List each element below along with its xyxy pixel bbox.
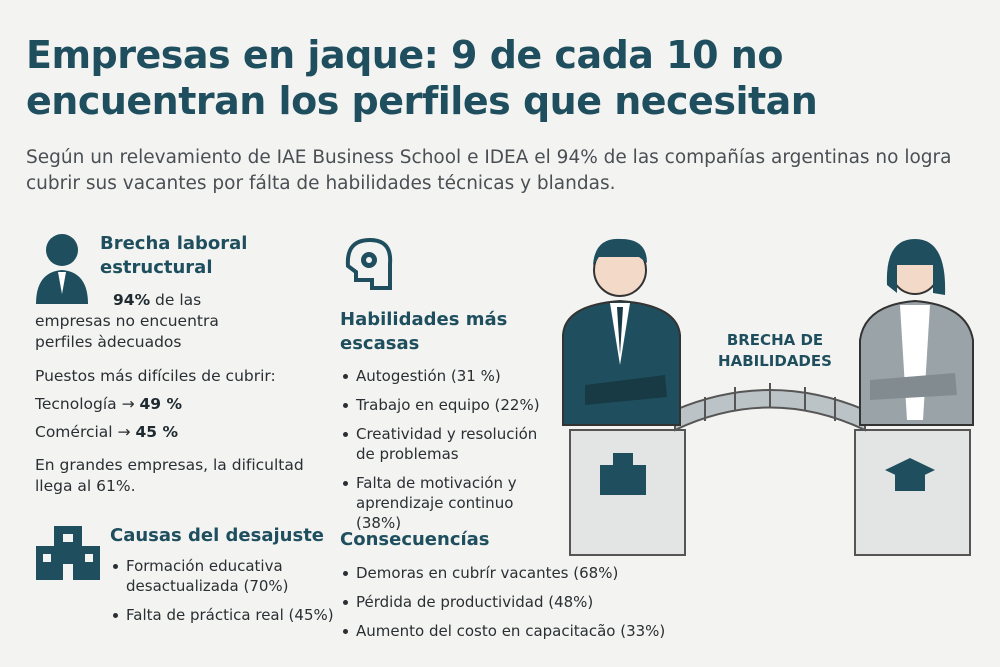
- consequence-item-text: Aumento del costo en capacitacão (33%): [356, 622, 666, 640]
- role-arrow: →: [121, 395, 135, 413]
- brain-icon: [345, 237, 393, 290]
- school-icon: [36, 526, 100, 580]
- bullet: [113, 564, 118, 569]
- bullet: [343, 629, 348, 634]
- person-icon: [36, 234, 88, 304]
- consequence-item: Aumento del costo en capacitacão (33%): [340, 621, 680, 641]
- cause-item-text: Falta de práctica real (45%): [126, 606, 334, 624]
- bullet: [113, 613, 118, 618]
- subtitle: Según un relevamiento de IAE Business Sc…: [26, 147, 952, 194]
- skills-list: Autogestión (31 %) Trabajo en equipo (22%…: [340, 366, 560, 542]
- skill-item-text: Trabajo en equipo (22%): [356, 396, 540, 414]
- skill-item: Falta de motivación y aprendizaje contin…: [340, 473, 560, 533]
- gap-stat: 94% de las empresas no encuentra perfile…: [35, 290, 250, 353]
- roles: Tecnología → 49 % Comércial → 45 %: [35, 394, 182, 450]
- bullet: [343, 432, 348, 437]
- skill-item: Trabajo en equipo (22%): [340, 395, 560, 415]
- skill-item-text: Autogestión (31 %): [356, 367, 501, 385]
- consequence-item-text: Pérdida de productividad (48%): [356, 593, 594, 611]
- bullet: [343, 403, 348, 408]
- cause-item: Formación educativa desactualizada (70%): [110, 556, 340, 596]
- consequence-item: Pérdida de productividad (48%): [340, 592, 680, 612]
- title: Empresas en jaque: 9 de cada 10 no encue…: [26, 33, 818, 123]
- role-value: 45 %: [135, 423, 178, 441]
- gap-label: BRECHA DE HABILIDADES: [718, 331, 832, 370]
- role-name: Comércial: [35, 423, 113, 441]
- gap-heading: Brecha laboral estructural: [100, 233, 248, 278]
- roles-label: Puestos más difíciles de cubrir:: [35, 367, 276, 385]
- stat-value: 94%: [113, 291, 151, 309]
- bullet: [343, 600, 348, 605]
- skills-heading: Habilidades más escasas: [340, 309, 508, 354]
- causes-list: Formación educativa desactualizada (70%)…: [110, 556, 340, 634]
- bullet: [343, 571, 348, 576]
- consequence-item: Demoras en cubrír vacantes (68%): [340, 563, 680, 583]
- consequence-item-text: Demoras en cubrír vacantes (68%): [356, 564, 619, 582]
- consequences-list: Demoras en cubrír vacantes (68%) Pérdida …: [340, 563, 680, 650]
- cause-item: Falta de práctica real (45%): [110, 605, 340, 625]
- role-arrow: →: [117, 423, 131, 441]
- skill-item: Creatividad y resolución de problemas: [340, 424, 560, 464]
- skill-item-text: Creatividad y resolución de problemas: [356, 425, 538, 463]
- causes-heading: Causas del desajuste: [110, 525, 325, 546]
- illustration: [562, 238, 974, 556]
- role-row: Tecnología → 49 %: [35, 394, 182, 415]
- skill-item: Autogestión (31 %): [340, 366, 560, 386]
- gap-note: En grandes empresas, la dificultad llega…: [35, 456, 304, 495]
- bullet: [343, 481, 348, 486]
- cause-item-text: Formación educativa desactualizada (70%): [126, 557, 289, 595]
- role-name: Tecnología: [35, 395, 117, 413]
- consequences-heading: Consecuencías: [340, 529, 490, 550]
- skill-item-text: Falta de motivación y aprendizaje contin…: [356, 474, 517, 532]
- stat-text: de las empresas no encuentra perfiles àd…: [35, 291, 219, 351]
- bullet: [343, 374, 348, 379]
- role-row: Comércial → 45 %: [35, 422, 182, 443]
- role-value: 49 %: [139, 395, 183, 413]
